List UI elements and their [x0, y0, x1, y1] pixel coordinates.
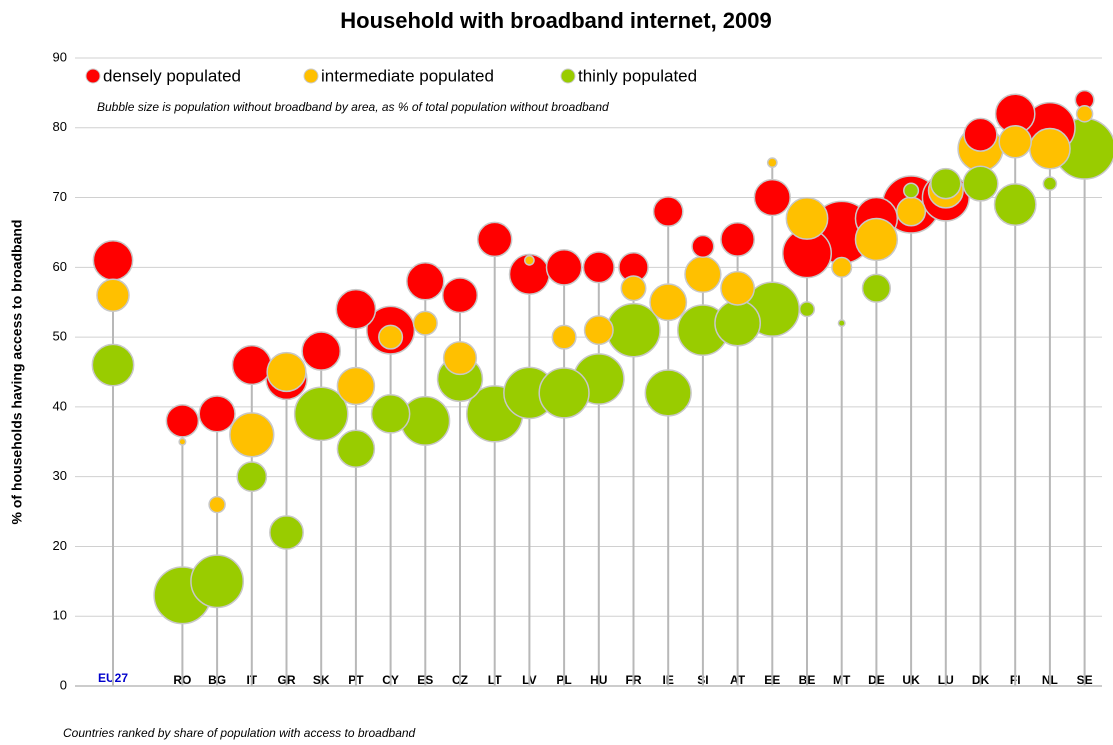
bubble: [896, 196, 927, 227]
bubble: [714, 299, 762, 347]
y-tick-label: 90: [53, 49, 67, 64]
bubble: [269, 515, 304, 550]
y-tick-label: 30: [53, 468, 67, 483]
y-tick-label: 0: [60, 677, 67, 692]
bubble: [930, 167, 962, 200]
legend-marker: [85, 68, 101, 84]
bubble: [441, 277, 479, 314]
y-tick-label: 60: [53, 259, 67, 274]
bubble: [1042, 176, 1058, 191]
bubble: [335, 288, 377, 330]
bubble: [998, 124, 1032, 159]
bubble: [766, 157, 778, 169]
bubble: [753, 178, 791, 217]
bubble: [301, 331, 342, 371]
bubble: [231, 344, 272, 386]
bubble: [582, 251, 615, 284]
bubble: [208, 495, 226, 514]
bubble: [903, 182, 920, 199]
bubble: [861, 273, 892, 303]
legend-label: intermediate populated: [321, 66, 494, 85]
legend-marker: [303, 68, 319, 84]
bubble: [266, 351, 307, 393]
bubble: [96, 278, 130, 313]
chart-title: Household with broadband internet, 2009: [340, 8, 772, 33]
y-axis-label: % of households having access to broadba…: [9, 220, 25, 525]
bubble: [236, 461, 268, 493]
bubble: [1028, 127, 1071, 170]
bubble: [190, 554, 245, 609]
bubble: [524, 254, 535, 266]
bubble: [336, 366, 376, 406]
bubble: [620, 275, 647, 302]
bubble: [644, 369, 692, 417]
bubble: [336, 429, 376, 469]
bubble: [178, 437, 187, 446]
bubble: [785, 197, 829, 240]
bubble: [442, 340, 478, 376]
bubble: [229, 412, 275, 458]
bubble: [831, 256, 853, 278]
legend-label: densely populated: [103, 66, 241, 85]
bubble: [963, 117, 998, 152]
y-tick-label: 50: [53, 329, 67, 344]
y-tick-label: 80: [53, 119, 67, 134]
bubble: [720, 270, 756, 306]
bubble: [198, 395, 236, 433]
bubble: [798, 301, 816, 318]
bubble: [378, 324, 404, 350]
y-tick-label: 70: [53, 189, 67, 204]
bubble: [993, 183, 1037, 226]
bubble: [1075, 105, 1094, 123]
bubble: [649, 283, 688, 322]
bubble: [854, 217, 899, 262]
legend-label: thinly populated: [578, 66, 697, 85]
bubble: [837, 319, 846, 328]
y-tick-label: 20: [53, 538, 67, 553]
bubble: [370, 394, 411, 434]
annotation: Bubble size is population without broadb…: [97, 100, 609, 114]
legend-marker: [560, 68, 576, 84]
bubble: [92, 239, 134, 281]
bubble: [406, 262, 445, 301]
bubble: [538, 367, 590, 419]
bubble: [165, 404, 200, 438]
bubble: [691, 234, 715, 258]
bubble: [545, 248, 583, 286]
bubble: [412, 310, 438, 336]
bubble: [91, 343, 135, 387]
bubble: [583, 315, 614, 346]
footnote: Countries ranked by share of population …: [63, 726, 416, 740]
bubble: [720, 221, 756, 257]
y-tick-label: 10: [53, 608, 67, 623]
y-tick-label: 40: [53, 398, 67, 413]
bubble: [293, 386, 349, 442]
bubble: [962, 165, 999, 202]
bubble: [652, 196, 684, 227]
bubble: [551, 324, 577, 350]
bubble: [476, 221, 513, 258]
bubble: [684, 255, 722, 293]
